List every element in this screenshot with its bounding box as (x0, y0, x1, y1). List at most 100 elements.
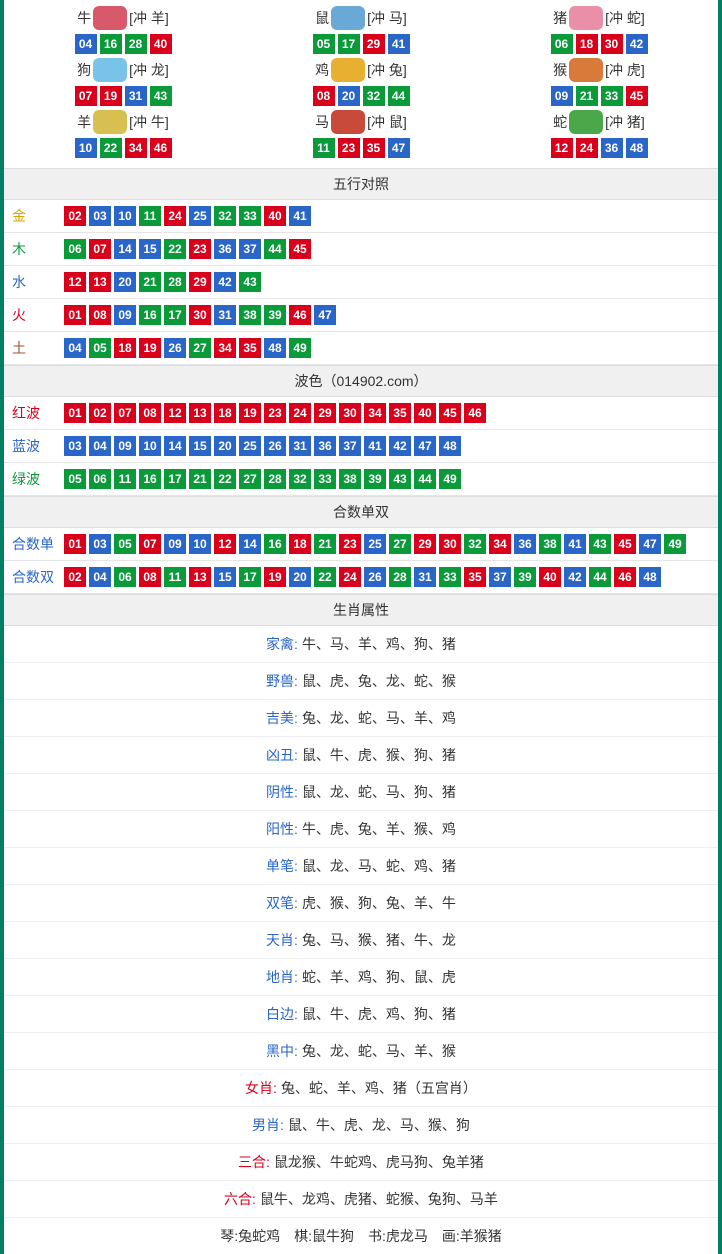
attr-text: 蛇、羊、鸡、狗、鼠、虎 (302, 969, 456, 985)
zodiac-cell: 猪[冲 蛇]06183042 (480, 6, 718, 54)
attr-text: 鼠、虎、兔、龙、蛇、猴 (302, 673, 456, 689)
number-box: 12 (64, 272, 86, 292)
number-box: 15 (139, 239, 161, 259)
number-box: 32 (363, 86, 385, 106)
zodiac-icon (331, 58, 365, 82)
number-box: 19 (239, 403, 261, 423)
attr-label: 六合: (224, 1191, 256, 1207)
number-row: 土04051819262734354849 (4, 332, 718, 365)
number-box: 28 (264, 469, 286, 489)
number-box: 29 (314, 403, 336, 423)
zodiac-icon (331, 6, 365, 30)
number-box: 42 (389, 436, 411, 456)
number-box: 18 (114, 338, 136, 358)
zodiac-cell: 牛[冲 羊]04162840 (4, 6, 242, 54)
row-numbers: 05061116172122272832333839434449 (64, 469, 461, 489)
number-box: 11 (139, 206, 161, 226)
attr-label: 家禽: (266, 636, 298, 652)
number-box: 44 (388, 86, 410, 106)
number-box: 32 (214, 206, 236, 226)
number-box: 23 (339, 534, 361, 554)
row-label: 红波 (12, 403, 64, 423)
zodiac-name: 猪 (553, 8, 567, 28)
number-box: 45 (289, 239, 311, 259)
number-box: 35 (464, 567, 486, 587)
number-box: 25 (364, 534, 386, 554)
number-box: 07 (75, 86, 97, 106)
number-box: 38 (339, 469, 361, 489)
number-row: 火0108091617303138394647 (4, 299, 718, 332)
attr-row: 男肖:鼠、牛、虎、龙、马、猴、狗 (4, 1107, 718, 1144)
number-box: 45 (614, 534, 636, 554)
number-box: 41 (564, 534, 586, 554)
number-box: 26 (264, 436, 286, 456)
number-box: 40 (150, 34, 172, 54)
number-box: 22 (164, 239, 186, 259)
number-box: 43 (589, 534, 611, 554)
number-box: 46 (289, 305, 311, 325)
number-box: 02 (64, 567, 86, 587)
number-box: 05 (64, 469, 86, 489)
attr-text: 虎、猴、狗、兔、羊、牛 (302, 895, 456, 911)
number-box: 47 (388, 138, 410, 158)
number-box: 09 (551, 86, 573, 106)
zodiac-numbers: 07193143 (4, 86, 242, 106)
number-box: 47 (639, 534, 661, 554)
attr-row: 女肖:兔、蛇、羊、鸡、猪（五宫肖） (4, 1070, 718, 1107)
number-box: 31 (414, 567, 436, 587)
number-box: 21 (576, 86, 598, 106)
number-box: 32 (289, 469, 311, 489)
number-box: 39 (264, 305, 286, 325)
number-box: 21 (139, 272, 161, 292)
number-box: 27 (389, 534, 411, 554)
number-box: 11 (114, 469, 136, 489)
number-box: 42 (214, 272, 236, 292)
number-box: 35 (239, 338, 261, 358)
zodiac-name: 鼠 (315, 8, 329, 28)
footer-line: 琴:兔蛇鸡 棋:鼠牛狗 书:虎龙马 画:羊猴猪 (4, 1218, 718, 1254)
attr-row: 黑中:兔、龙、蛇、马、羊、猴 (4, 1033, 718, 1070)
number-box: 01 (64, 403, 86, 423)
attr-row: 六合:鼠牛、龙鸡、虎猪、蛇猴、兔狗、马羊 (4, 1181, 718, 1218)
row-label: 木 (12, 239, 64, 259)
zodiac-numbers: 08203244 (242, 86, 480, 106)
zodiac-icon (93, 58, 127, 82)
zodiac-icon (569, 110, 603, 134)
number-box: 40 (539, 567, 561, 587)
number-box: 06 (551, 34, 573, 54)
zodiac-cell: 马[冲 鼠]11233547 (242, 110, 480, 158)
number-box: 39 (364, 469, 386, 489)
number-box: 06 (64, 239, 86, 259)
attr-label: 阴性: (266, 784, 298, 800)
number-box: 36 (214, 239, 236, 259)
number-box: 31 (125, 86, 147, 106)
number-box: 16 (100, 34, 122, 54)
row-label: 金 (12, 206, 64, 226)
number-box: 16 (139, 305, 161, 325)
number-box: 10 (75, 138, 97, 158)
number-box: 20 (214, 436, 236, 456)
zodiac-cell: 鼠[冲 马]05172941 (242, 6, 480, 54)
number-box: 32 (464, 534, 486, 554)
number-box: 08 (89, 305, 111, 325)
number-box: 47 (314, 305, 336, 325)
number-box: 22 (100, 138, 122, 158)
attr-row: 天肖:兔、马、猴、猪、牛、龙 (4, 922, 718, 959)
attr-row: 野兽:鼠、虎、兔、龙、蛇、猴 (4, 663, 718, 700)
attr-row: 家禽:牛、马、羊、鸡、狗、猪 (4, 626, 718, 663)
zodiac-icon (93, 110, 127, 134)
zodiac-numbers: 05172941 (242, 34, 480, 54)
row-numbers: 04051819262734354849 (64, 338, 311, 358)
row-label: 合数单 (12, 534, 64, 554)
number-box: 02 (64, 206, 86, 226)
number-box: 22 (214, 469, 236, 489)
number-box: 20 (114, 272, 136, 292)
zodiac-clash: [冲 龙] (129, 60, 169, 80)
number-box: 05 (313, 34, 335, 54)
number-sections: 五行对照金02031011242532334041木06071415222336… (4, 168, 718, 594)
number-box: 44 (414, 469, 436, 489)
attr-row: 吉美:兔、龙、蛇、马、羊、鸡 (4, 700, 718, 737)
number-box: 34 (364, 403, 386, 423)
zodiac-icon (569, 6, 603, 30)
number-box: 06 (89, 469, 111, 489)
